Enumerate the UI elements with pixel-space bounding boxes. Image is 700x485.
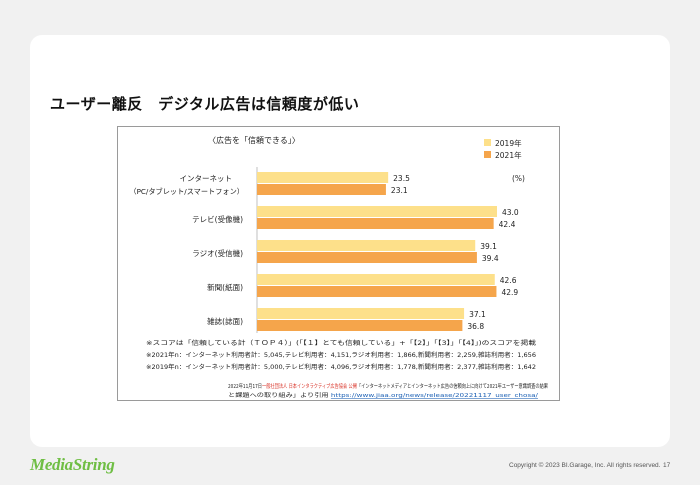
bar-value-label: 23.5	[393, 174, 410, 183]
category-sublabel: （PC/タブレット/スマートフォン）	[129, 187, 244, 196]
bar-value-label: 36.8	[467, 322, 484, 331]
bar-2021年	[257, 218, 494, 229]
source-org: 一般社団法人 日本インタラクティブ広告協会 公開	[262, 382, 357, 390]
bar-2021年	[257, 320, 463, 331]
bar-value-label: 42.6	[500, 276, 517, 285]
bar-2021年	[257, 184, 386, 195]
legend-label-2019年: 2019年	[495, 138, 522, 148]
bar-2019年	[257, 274, 495, 285]
bar-value-label: 39.4	[482, 254, 499, 263]
bar-2021年	[257, 286, 497, 297]
copyright-text: Copyright © 2023 BI.Garage, Inc. All rig…	[509, 462, 661, 469]
category-label: テレビ(受像機)	[192, 214, 243, 224]
chart-container: 〈広告を「信頼できる」〉 2019年 2021年 (%) インターネット （PC/タブレッ…	[117, 126, 560, 401]
source-doc-title-cont: と課題への取り組み」より引用	[228, 391, 331, 399]
bar-2019年	[257, 206, 497, 217]
bar-value-label: 43.0	[502, 208, 519, 217]
chart-note: ※2021年n：インターネット利用者計：5,045,テレビ利用者：4,151,ラ…	[146, 351, 536, 359]
bar-2019年	[257, 172, 389, 183]
bar-2021年	[257, 252, 477, 263]
page-title: ユーザー離反 デジタル広告は信頼度が低い	[50, 95, 360, 113]
bar-value-label: 42.4	[499, 220, 516, 229]
source-url-link[interactable]: https://www.jiaa.org/news/release/202211…	[331, 393, 538, 399]
source-date: 2022年11月17日	[228, 382, 262, 390]
source-citation: 2022年11月17日一般社団法人 日本インタラクティブ広告協会 公開「インター…	[228, 382, 548, 390]
bar-value-label: 23.1	[391, 186, 408, 195]
category-label: 雑誌(誌面)	[207, 316, 243, 326]
legend-swatch-2021年	[484, 151, 491, 158]
bar-chart: 〈広告を「信頼できる」〉 2019年 2021年 (%) インターネット （PC/タブレッ…	[129, 135, 548, 399]
mediastring-logo: MediaString	[30, 455, 115, 474]
unit-label: (%)	[512, 174, 525, 183]
chart-note: ※スコアは「信頼している計（ＴＯＰ４）」(「【１】とても信頼している」+「【2】…	[146, 339, 536, 347]
bar-2019年	[257, 240, 476, 251]
category-label: ラジオ(受信機)	[192, 248, 243, 258]
legend-swatch-2019年	[484, 139, 491, 146]
bar-value-label: 37.1	[469, 310, 486, 319]
chart-title: 〈広告を「信頼できる」〉	[208, 135, 300, 145]
bar-value-label: 39.1	[480, 242, 497, 251]
legend-label-2021年: 2021年	[495, 150, 522, 160]
source-citation-line2: と課題への取り組み」より引用 https://www.jiaa.org/news…	[228, 391, 538, 399]
source-doc-title: 「インターネットメディアとインターネット広告の信頼向上に向けて2021年ユーザー…	[357, 382, 548, 390]
bar-value-label: 42.9	[501, 288, 518, 297]
page-number: 17	[663, 462, 671, 469]
chart-note: ※2019年n：インターネット利用者計：5,000,テレビ利用者：4,096,ラ…	[146, 363, 536, 371]
bar-2019年	[257, 308, 465, 319]
category-label: インターネット	[180, 174, 233, 183]
category-label: 新聞(紙面)	[207, 282, 243, 292]
